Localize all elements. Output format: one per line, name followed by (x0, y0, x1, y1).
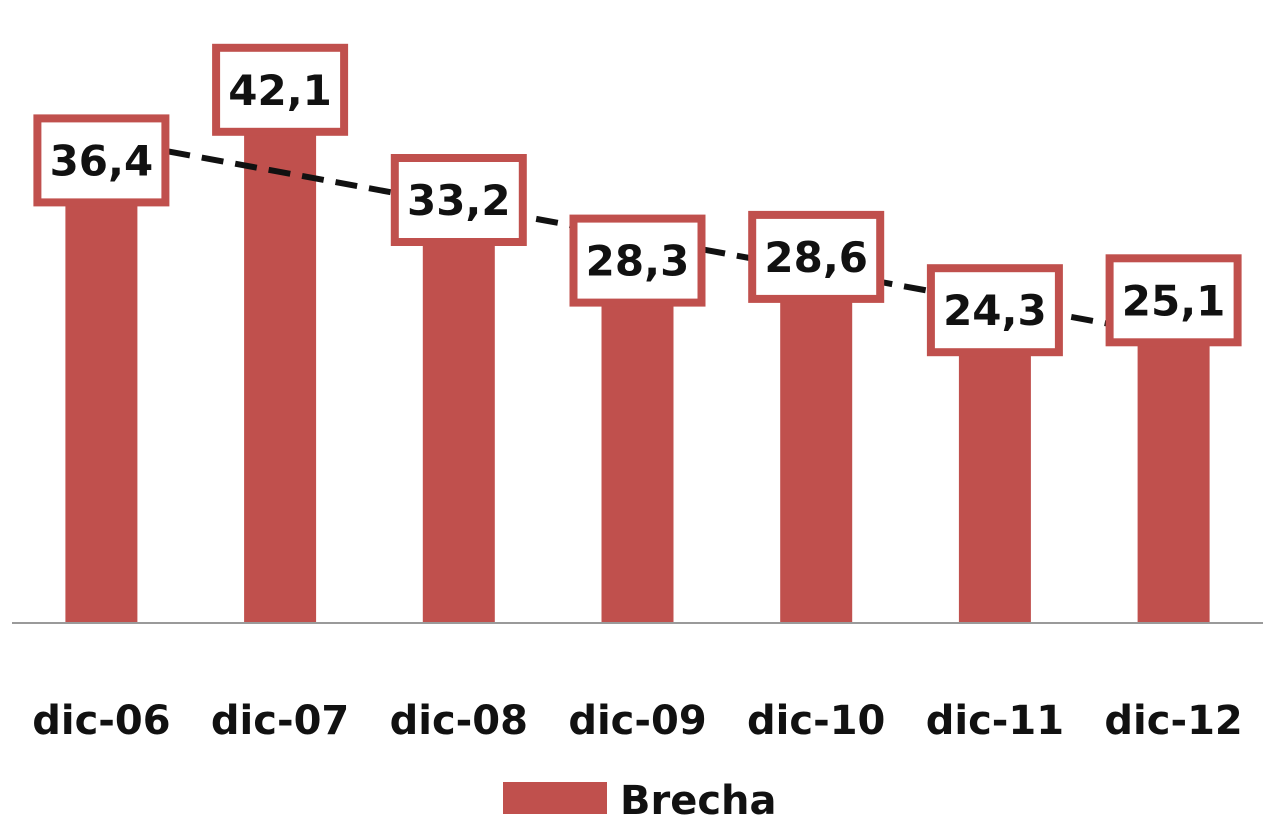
data-label-dic-06: 36,4 (50, 136, 154, 185)
data-labels-group: 36,4 42,1 33,2 28,3 28,6 24,3 25,1 (33, 43, 1242, 357)
data-label-box-dic-11 (926, 264, 1063, 357)
legend: Brecha (503, 778, 777, 818)
legend-swatch-brecha (503, 782, 607, 814)
data-label-box-dic-08 (390, 154, 527, 246)
data-label-box-dic-12 (1105, 254, 1242, 347)
bars-group (65, 101, 1210, 624)
data-label-box-dic-09 (569, 214, 706, 307)
bar-dic-10 (780, 268, 853, 623)
bar-dic-07 (244, 101, 317, 624)
data-label-box-dic-07 (212, 43, 349, 136)
data-label-dic-09: 28,3 (586, 237, 690, 286)
x-tick-label-dic-10: dic-10 (747, 698, 885, 744)
data-label-dic-12: 25,1 (1122, 276, 1226, 325)
x-tick-labels-group: dic-06 dic-07 dic-08 dic-09 dic-10 dic-11 dic-… (32, 698, 1243, 744)
data-label-dic-08: 33,2 (407, 176, 511, 225)
legend-label-brecha: Brecha (620, 778, 777, 818)
x-tick-label-dic-08: dic-08 (390, 698, 528, 744)
x-tick-label-dic-06: dic-06 (32, 698, 170, 744)
x-tick-label-dic-09: dic-09 (568, 698, 706, 744)
bar-dic-11 (958, 322, 1031, 623)
x-tick-label-dic-12: dic-12 (1104, 698, 1242, 744)
bar-dic-08 (422, 212, 495, 623)
x-tick-label-dic-07: dic-07 (211, 698, 349, 744)
bar-dic-09 (601, 272, 674, 623)
bar-dic-12 (1137, 312, 1210, 623)
data-label-box-dic-06 (33, 114, 170, 207)
data-label-dic-10: 28,6 (764, 233, 868, 282)
bar-dic-06 (65, 172, 138, 623)
x-tick-label-dic-11: dic-11 (926, 698, 1064, 744)
data-label-box-dic-10 (748, 210, 885, 303)
data-label-dic-07: 42,1 (228, 66, 332, 115)
data-label-dic-11: 24,3 (943, 286, 1047, 335)
